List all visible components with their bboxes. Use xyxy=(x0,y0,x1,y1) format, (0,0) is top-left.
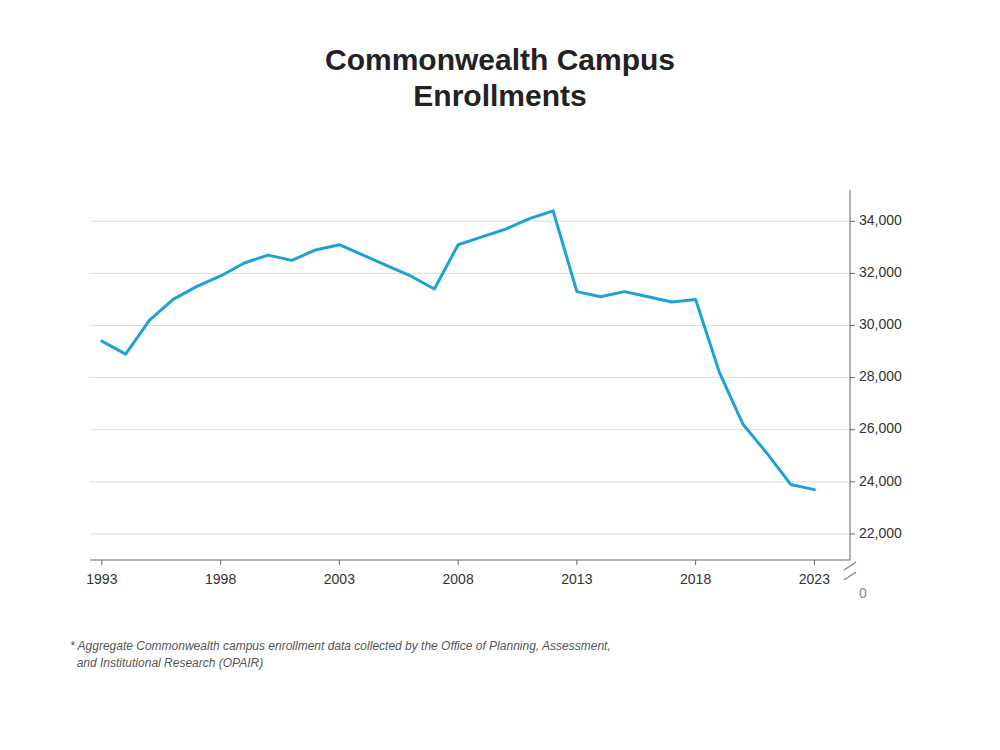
grid-line xyxy=(90,481,850,482)
grid xyxy=(90,221,850,534)
y-tick-label: 26,000 xyxy=(859,420,902,436)
chart: Commonwealth CampusEnrollments 22,000 24,0… xyxy=(0,0,1000,750)
x-tick xyxy=(101,560,102,565)
y-tick xyxy=(850,429,855,430)
y-tick-label: 30,000 xyxy=(859,316,902,332)
grid-line xyxy=(90,221,850,222)
x-tick xyxy=(339,560,340,565)
y-tick xyxy=(850,273,855,274)
title: Commonwealth CampusEnrollments xyxy=(325,43,675,112)
line xyxy=(102,211,815,490)
x-tick xyxy=(458,560,459,565)
axis-break xyxy=(844,562,856,580)
y-tick xyxy=(850,221,855,222)
y-tick xyxy=(850,377,855,378)
grid-line xyxy=(90,273,850,274)
footnote-line: and Institutional Research (OPAIR) xyxy=(70,656,263,670)
x-tick xyxy=(220,560,221,565)
footnote: * Aggregate Commonwealth campus enrollme… xyxy=(70,639,611,670)
y-tick-label: 34,000 xyxy=(859,212,902,228)
title-line: Commonwealth Campus xyxy=(325,43,675,76)
axis-break-label: 0 xyxy=(859,585,867,601)
x-tick-label: 2008 xyxy=(443,571,474,587)
grid-line xyxy=(90,429,850,430)
y-tick-label: 24,000 xyxy=(859,473,902,489)
y-tick xyxy=(850,533,855,534)
y-tick-label: 32,000 xyxy=(859,264,902,280)
y-tick-label: 22,000 xyxy=(859,525,902,541)
y-axis xyxy=(850,190,851,560)
plot-area xyxy=(102,211,815,490)
footnote-line: * Aggregate Commonwealth campus enrollme… xyxy=(70,639,611,653)
grid-line xyxy=(90,533,850,534)
title-line: Enrollments xyxy=(413,79,586,112)
grid-line xyxy=(90,325,850,326)
x-tick xyxy=(576,560,577,565)
y-tick-label: 28,000 xyxy=(859,368,902,384)
x-tick-label: 1998 xyxy=(205,571,236,587)
x-tick xyxy=(814,560,815,565)
x-tick xyxy=(695,560,696,565)
x-tick-label: 2003 xyxy=(324,571,355,587)
x-tick-label: 2013 xyxy=(561,571,592,587)
x-axis xyxy=(90,560,850,561)
x-tick-label: 1993 xyxy=(86,571,117,587)
axis-break-mark xyxy=(844,572,856,580)
y-tick xyxy=(850,481,855,482)
axis-break-mark xyxy=(844,562,856,570)
x-tick-label: 2018 xyxy=(680,571,711,587)
grid-line xyxy=(90,377,850,378)
y-tick xyxy=(850,325,855,326)
x-tick-label: 2023 xyxy=(799,571,830,587)
